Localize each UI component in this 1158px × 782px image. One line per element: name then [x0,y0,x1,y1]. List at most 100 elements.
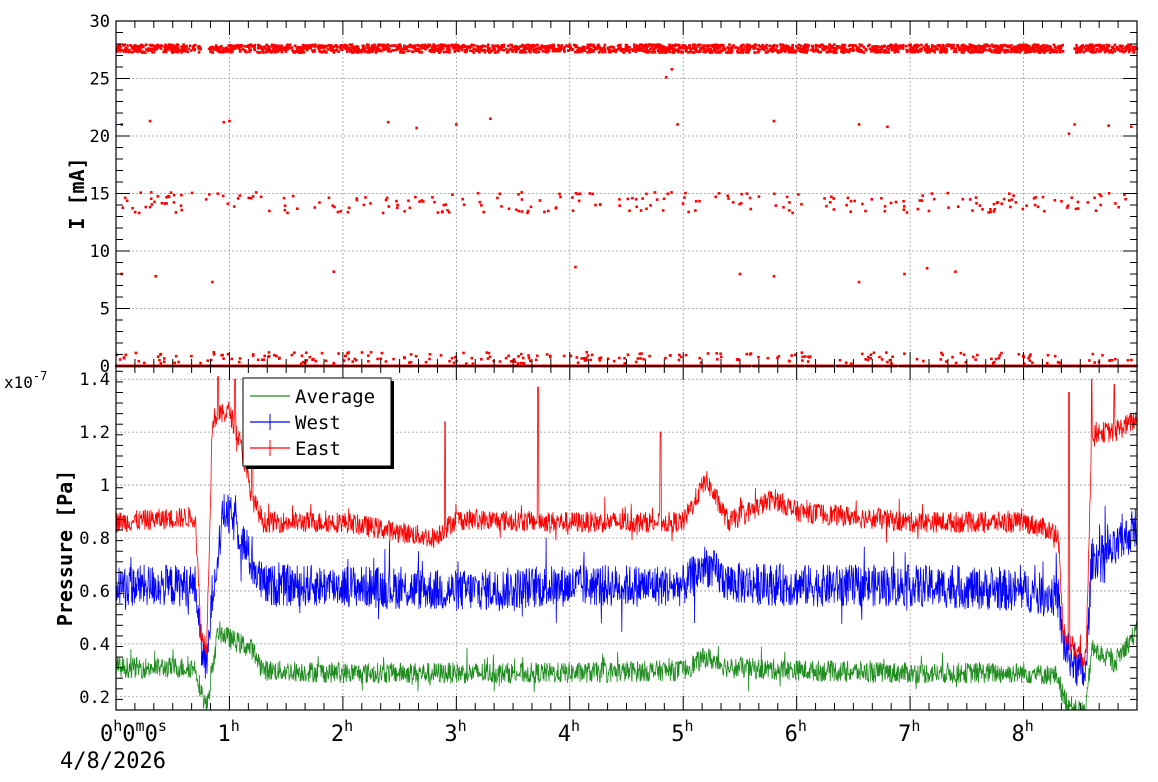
current-data-point [726,46,729,49]
current-data-point [1122,50,1125,54]
current-data-point [300,50,303,54]
current-data-point [645,207,648,211]
current-data-point [1021,43,1025,46]
current-data-point [851,47,855,50]
current-data-point [1093,50,1096,54]
current-data-point [1115,45,1119,49]
current-data-point [563,45,567,49]
current-data-point [131,206,134,210]
current-data-point [944,44,948,48]
current-data-point [421,200,425,203]
current-data-point [436,211,440,214]
current-data-point [757,44,760,47]
current-data-point [795,44,798,48]
current-data-point [939,47,943,50]
current-data-point [717,192,721,195]
current-data-point [675,48,678,52]
current-data-point [628,48,631,52]
current-data-point [430,50,434,53]
current-data-point [623,361,627,365]
current-data-point [585,359,588,362]
current-data-point [640,48,643,52]
current-data-point [151,44,155,47]
current-data-point [295,46,299,49]
current-data-point [593,47,597,51]
current-data-point [709,48,713,52]
current-data-point [1125,47,1129,51]
current-data-point [898,44,902,47]
current-data-point [694,209,697,212]
current-data-point [698,43,702,47]
current-data-point [873,47,876,51]
current-data-point [502,49,506,52]
current-data-point [130,50,134,54]
current-data-point [975,47,978,51]
current-data-point [798,49,801,53]
current-data-point [1076,207,1080,210]
current-data-point [463,45,467,49]
current-data-point [174,211,178,214]
current-data-point [286,45,289,49]
current-data-point [392,357,395,361]
current-data-point [799,44,803,48]
current-data-point [118,43,122,46]
current-data-point [978,50,982,54]
current-data-point [716,47,719,51]
current-data-point [867,355,870,359]
current-data-point [730,45,734,49]
current-data-point [993,48,996,52]
current-data-point [185,44,188,48]
current-data-point [257,44,261,47]
current-data-point [1120,49,1124,53]
current-data-point [952,46,956,50]
current-data-point [498,46,502,49]
current-data-point [544,44,548,48]
current-data-point [655,198,659,201]
current-data-point [1034,196,1038,199]
current-data-point [946,191,950,195]
current-data-point [763,45,766,49]
current-data-point [908,44,912,48]
current-data-point [236,197,240,200]
current-data-point [689,47,692,51]
current-data-point [376,357,379,361]
current-data-point [1004,44,1008,47]
current-data-point [410,50,414,53]
current-data-point [778,50,781,54]
current-data-point [718,44,722,47]
current-data-point [376,49,380,53]
current-data-point [406,49,409,53]
current-data-point [891,355,894,359]
current-data-point [1104,49,1108,53]
current-data-point [293,44,297,48]
current-data-point [830,50,833,53]
current-data-point [1057,46,1061,50]
current-data-point [602,46,606,49]
current-data-point [671,48,675,52]
current-data-point [477,50,481,53]
current-data-point [950,45,954,49]
current-data-point [917,44,921,48]
current-data-point [462,351,465,355]
current-data-point [599,48,602,52]
current-data-point [662,45,666,49]
current-data-point [465,49,469,53]
current-data-point [557,45,561,48]
current-data-point [223,47,226,50]
current-data-point [726,194,730,198]
current-data-point [170,49,173,52]
current-data-point [1102,44,1106,47]
current-data-point [667,49,671,53]
current-data-point [392,44,396,47]
current-data-point [172,45,176,49]
current-data-point [670,191,673,194]
current-data-point [152,50,156,54]
current-data-point [1080,49,1083,53]
current-data-point [814,47,818,50]
current-data-point [1084,49,1087,52]
current-data-point [301,50,305,53]
current-data-point [765,43,768,47]
current-data-point [821,43,824,47]
current-data-point [576,50,580,54]
current-data-point [411,44,414,48]
